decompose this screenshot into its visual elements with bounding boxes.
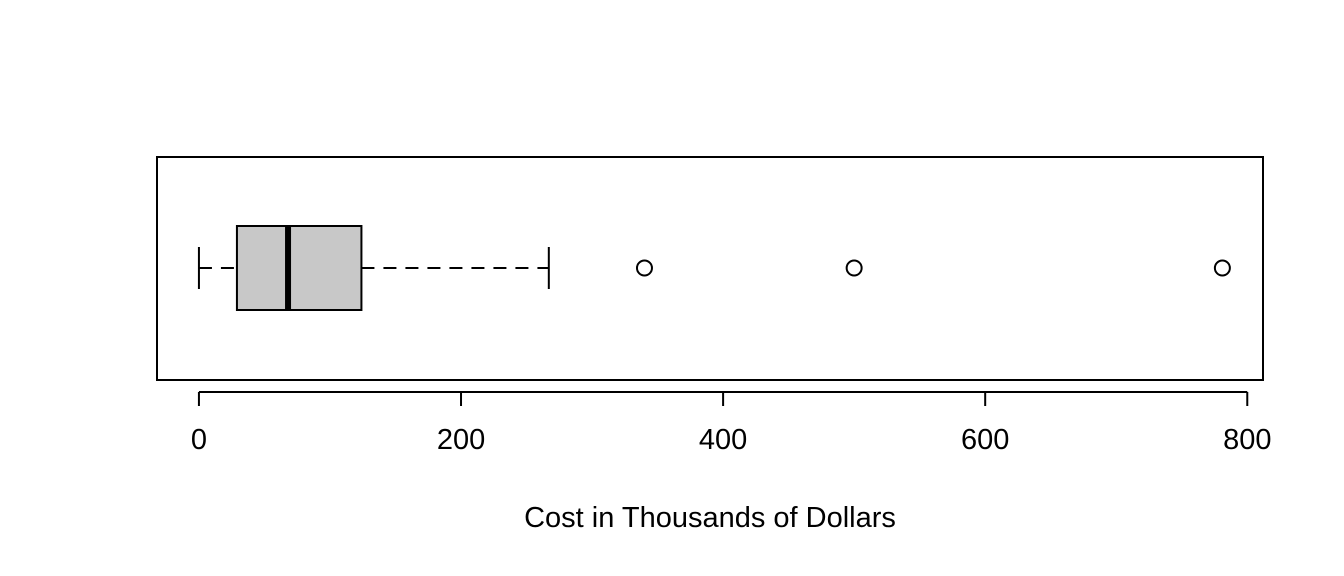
x-tick-label: 0 bbox=[191, 424, 207, 456]
iqr-box bbox=[235, 225, 363, 311]
x-axis-label: Cost in Thousands of Dollars bbox=[524, 502, 896, 534]
x-tick-label: 400 bbox=[699, 424, 747, 456]
x-tick-label: 800 bbox=[1223, 424, 1271, 456]
boxplot-marks bbox=[197, 225, 1231, 311]
outlier-point bbox=[635, 259, 653, 277]
outlier-point bbox=[1213, 259, 1231, 277]
plot-frame bbox=[156, 156, 1264, 381]
x-tick-label: 200 bbox=[437, 424, 485, 456]
x-tick-label: 600 bbox=[961, 424, 1009, 456]
outlier-point bbox=[845, 259, 863, 277]
x-axis: 0 200 400 600 800 bbox=[191, 391, 1271, 456]
